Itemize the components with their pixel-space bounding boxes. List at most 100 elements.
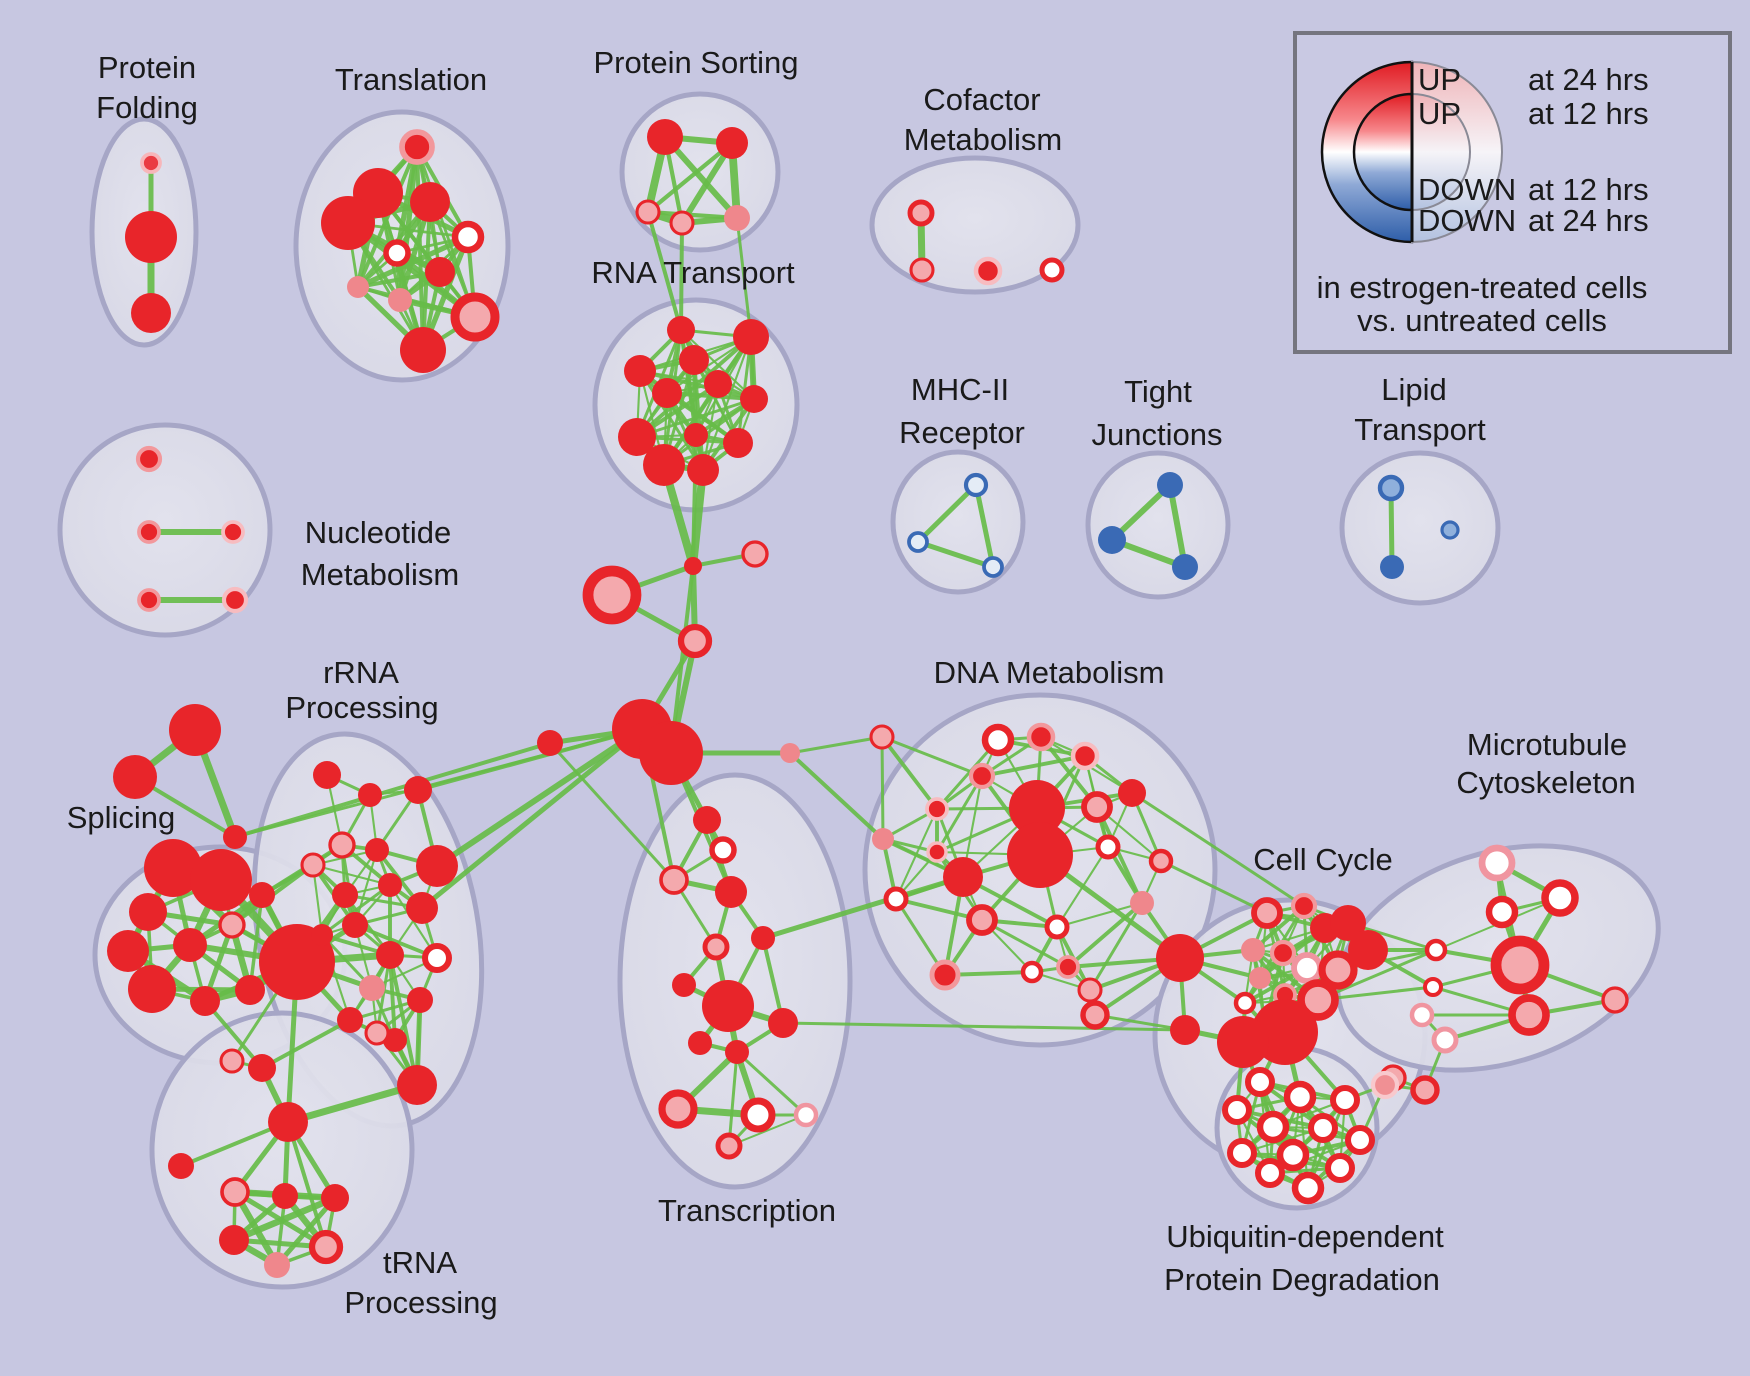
node-r4[interactable]	[679, 345, 709, 375]
node-cc16[interactable]	[1217, 1016, 1269, 1068]
node-d9[interactable]	[1007, 822, 1073, 888]
node-txd[interactable]	[793, 1102, 819, 1128]
node-r7[interactable]	[740, 385, 768, 413]
node-s2[interactable]	[190, 849, 252, 911]
node-tr2[interactable]	[272, 1183, 298, 1209]
node-tx3[interactable]	[659, 865, 689, 895]
node-s3[interactable]	[129, 893, 167, 931]
node-rr12[interactable]	[311, 924, 333, 946]
node-d19[interactable]	[1020, 960, 1044, 984]
node-d2[interactable]	[1026, 722, 1056, 752]
node-ps4[interactable]	[669, 210, 695, 236]
node-d12[interactable]	[1148, 848, 1174, 874]
node-ps2[interactable]	[716, 127, 748, 159]
node-tx2[interactable]	[709, 836, 737, 864]
node-s1[interactable]	[144, 839, 202, 897]
node-n5[interactable]	[221, 586, 249, 614]
node-cc15[interactable]	[1252, 999, 1318, 1065]
node-tr1[interactable]	[220, 1177, 250, 1207]
node-mt1[interactable]	[1478, 844, 1516, 882]
node-t4[interactable]	[410, 182, 450, 222]
node-d15[interactable]	[883, 886, 909, 912]
node-m2[interactable]	[907, 531, 929, 553]
node-tj1[interactable]	[1157, 472, 1183, 498]
node-t11[interactable]	[400, 327, 446, 373]
node-u7[interactable]	[1345, 1125, 1375, 1155]
node-d8[interactable]	[1081, 791, 1113, 823]
node-a3[interactable]	[223, 825, 247, 849]
node-r6[interactable]	[652, 378, 682, 408]
node-mr1[interactable]	[1170, 1015, 1200, 1045]
node-i2[interactable]	[219, 1048, 245, 1074]
node-cf4[interactable]	[1039, 257, 1065, 283]
node-tr6[interactable]	[264, 1252, 290, 1278]
node-c1[interactable]	[684, 557, 702, 575]
node-tx1[interactable]	[693, 806, 721, 834]
node-d11[interactable]	[1095, 834, 1121, 860]
node-l2[interactable]	[1380, 555, 1404, 579]
node-pb1[interactable]	[1370, 1070, 1400, 1100]
node-s7[interactable]	[249, 882, 275, 908]
node-m3[interactable]	[982, 556, 1004, 578]
node-txe[interactable]	[715, 1132, 743, 1160]
node-u11[interactable]	[1325, 1153, 1355, 1183]
node-pf1[interactable]	[140, 152, 162, 174]
node-tx9[interactable]	[768, 1008, 798, 1038]
node-mt5[interactable]	[1490, 935, 1550, 995]
node-txc[interactable]	[740, 1097, 776, 1133]
node-tx6[interactable]	[702, 933, 730, 961]
node-rr3[interactable]	[404, 776, 432, 804]
node-r11[interactable]	[643, 444, 685, 486]
node-a2[interactable]	[113, 755, 157, 799]
node-u5[interactable]	[1256, 1110, 1290, 1144]
node-t3[interactable]	[321, 196, 375, 250]
node-sn[interactable]	[537, 730, 563, 756]
node-rr11[interactable]	[342, 912, 368, 938]
node-cc7[interactable]	[1291, 952, 1323, 984]
node-u6[interactable]	[1308, 1113, 1338, 1143]
node-tr4[interactable]	[219, 1225, 249, 1255]
node-s10[interactable]	[235, 975, 265, 1005]
node-u4[interactable]	[1222, 1095, 1252, 1125]
node-r10[interactable]	[723, 428, 753, 458]
node-t10[interactable]	[450, 292, 500, 342]
node-cc6[interactable]	[1269, 939, 1297, 967]
node-d7[interactable]	[1009, 780, 1065, 836]
node-r2[interactable]	[733, 319, 769, 355]
node-mt10[interactable]	[1431, 1026, 1459, 1054]
node-s6[interactable]	[218, 911, 246, 939]
node-u1[interactable]	[1245, 1067, 1275, 1097]
node-d5[interactable]	[925, 797, 949, 821]
node-h2[interactable]	[639, 721, 703, 785]
node-u3[interactable]	[1330, 1085, 1360, 1115]
node-u8[interactable]	[1227, 1138, 1257, 1168]
node-d14[interactable]	[926, 841, 948, 863]
node-ps1[interactable]	[647, 119, 683, 155]
node-cf2[interactable]	[909, 257, 935, 283]
node-r9[interactable]	[684, 423, 708, 447]
node-tx8[interactable]	[702, 980, 754, 1032]
node-rr8[interactable]	[332, 882, 358, 908]
node-ps3[interactable]	[635, 199, 661, 225]
node-cc1[interactable]	[1251, 897, 1283, 929]
node-cc5[interactable]	[1241, 938, 1265, 962]
node-rr2[interactable]	[358, 783, 382, 807]
node-cf1[interactable]	[907, 199, 935, 227]
node-u12[interactable]	[1291, 1171, 1325, 1205]
node-d23[interactable]	[869, 724, 895, 750]
node-d21[interactable]	[929, 959, 961, 991]
node-cc14[interactable]	[1297, 979, 1339, 1021]
node-trh[interactable]	[268, 1102, 308, 1142]
node-n2[interactable]	[137, 520, 161, 544]
node-r1[interactable]	[667, 316, 695, 344]
node-rr1[interactable]	[313, 761, 341, 789]
node-rr5[interactable]	[300, 852, 326, 878]
node-pf2[interactable]	[125, 211, 177, 263]
node-m1[interactable]	[963, 472, 989, 498]
node-rr15[interactable]	[359, 975, 385, 1001]
node-txa[interactable]	[725, 1040, 749, 1064]
node-rr19[interactable]	[397, 1065, 437, 1105]
node-c2[interactable]	[741, 540, 769, 568]
node-tri[interactable]	[168, 1153, 194, 1179]
node-tx5[interactable]	[751, 926, 775, 950]
